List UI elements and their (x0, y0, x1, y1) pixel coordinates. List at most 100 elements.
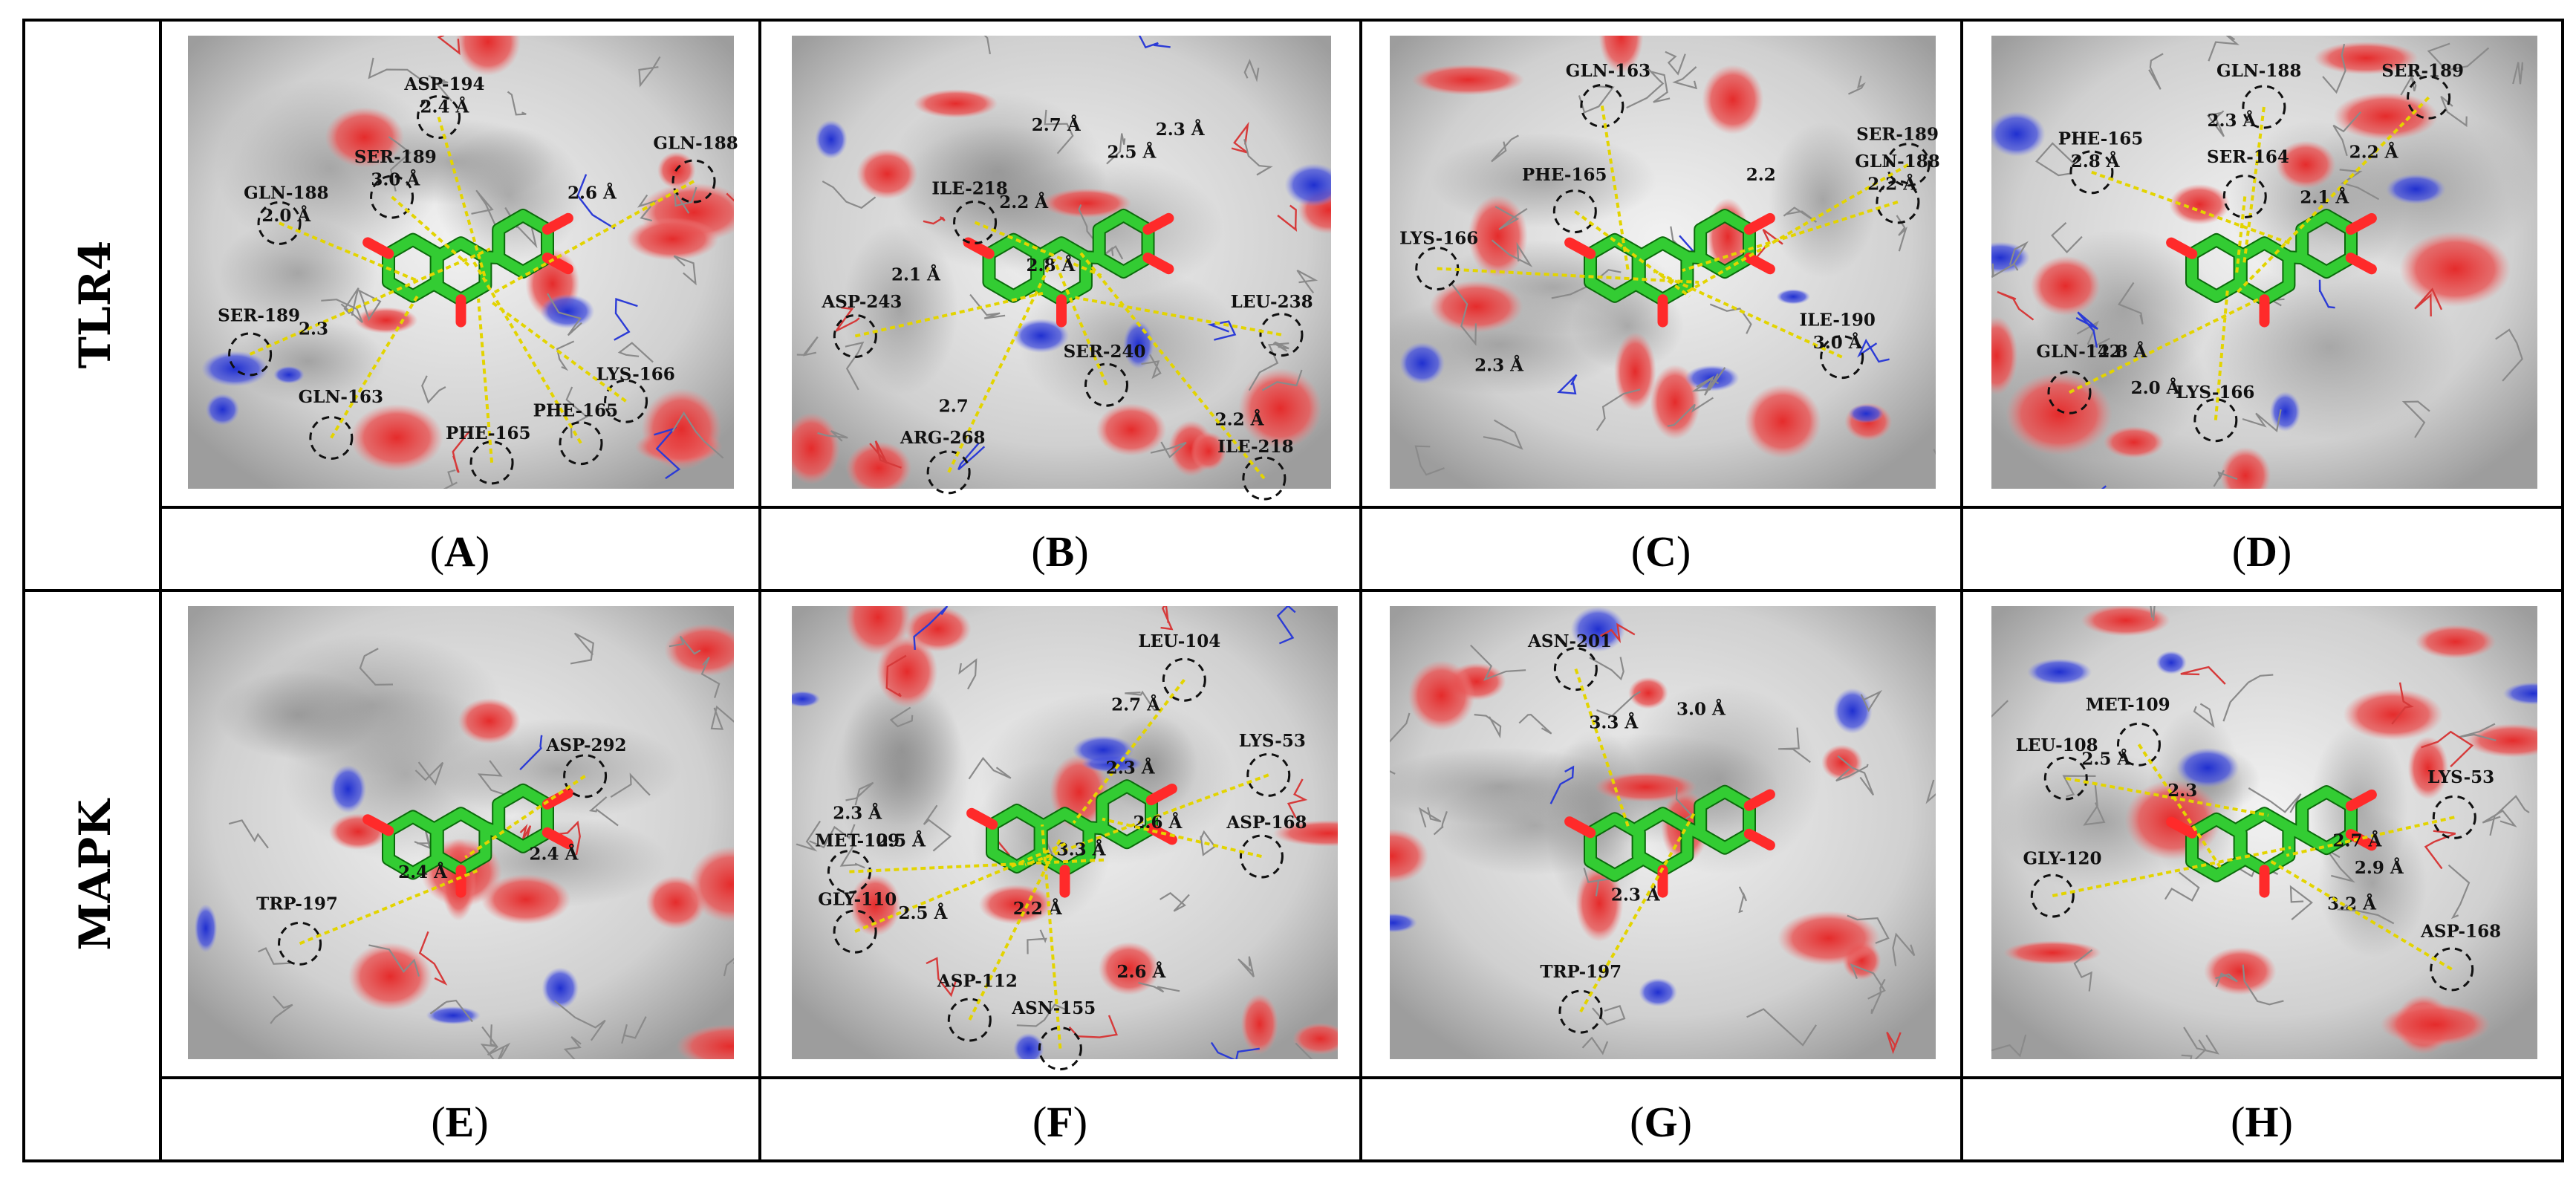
residue-sidechain (1651, 71, 1671, 103)
residue-sidechain (1272, 341, 1289, 352)
oxygen-surface-patch (2005, 372, 2112, 456)
residue-sidechain (1494, 206, 1528, 230)
residue-sidechain (1159, 892, 1190, 912)
residue-sidechain (2150, 606, 2156, 621)
residue-sidechain (2495, 328, 2523, 382)
residue-label: SER-189 (1856, 124, 1939, 144)
residue-sidechain (1626, 63, 1665, 109)
residue-sidechain (414, 761, 444, 786)
binding-residue-ring (228, 332, 273, 377)
residue-sidechain (621, 1016, 647, 1044)
binding-residue-ring (947, 998, 992, 1042)
residue-label: ILE-218 (931, 179, 1007, 199)
residue-sidechain (958, 658, 978, 690)
residue-sidechain (1044, 109, 1074, 154)
residue-sidechain (1892, 932, 1916, 966)
residue-sidechain (1991, 263, 2015, 279)
binding-residue-ring (1886, 143, 1931, 187)
ligand-oxygen (966, 807, 998, 830)
bond-distance-label: 2.6 Å (1133, 813, 1183, 833)
residue-sidechain (923, 216, 946, 225)
nitrogen-surface-patch (2026, 658, 2092, 686)
residue-label: ASN-201 (1527, 631, 1612, 651)
ligand-oxygen (2345, 789, 2377, 812)
residue-label: ILE-190 (1799, 310, 1875, 330)
hydrogen-bond (1653, 270, 1843, 359)
nitrogen-surface-patch (1848, 404, 1884, 423)
nitrogen-surface-patch (1832, 688, 1873, 735)
surface-cavity (1571, 281, 1685, 371)
residue-sidechain (570, 632, 594, 665)
residue-sidechain (2164, 871, 2200, 902)
residue-sidechain (2051, 221, 2083, 254)
residue-sidechain (2391, 682, 2414, 725)
residue-label: SER-189 (354, 147, 437, 167)
hydrogen-bond (2065, 776, 2269, 817)
residue-sidechain (1835, 764, 1869, 782)
residue-sidechain (1578, 85, 1615, 114)
hydrogen-bond (279, 221, 420, 283)
residue-sidechain (637, 194, 657, 222)
residue-sidechain (480, 1024, 497, 1059)
residue-sidechain (2101, 485, 2107, 489)
nitrogen-surface-patch (814, 120, 848, 159)
residue-sidechain (1414, 445, 1445, 476)
residue-sidechain (1491, 239, 1533, 267)
hydrogen-bond (854, 842, 1067, 933)
residue-label: SER-189 (218, 305, 300, 325)
binding-residue-ring (559, 421, 603, 466)
oxygen-surface-patch (348, 942, 433, 1011)
nitrogen-surface-patch (1639, 977, 1677, 1007)
residue-sidechain (2075, 311, 2098, 348)
residue-sidechain (2318, 279, 2335, 309)
surface-cavity (834, 685, 970, 868)
bond-distance-label: 2.7 Å (1032, 115, 1082, 135)
ligand-stick-model (2166, 785, 2377, 898)
binding-residue-ring (469, 440, 514, 485)
hydrogen-bond (2235, 196, 2247, 275)
oxygen-surface-patch (1292, 1023, 1338, 1055)
residue-sidechain (1991, 700, 2009, 718)
residue-sidechain (1418, 807, 1442, 828)
residue-sidechain (452, 430, 470, 473)
residue-sidechain (443, 469, 458, 489)
residue-sidechain (723, 957, 734, 977)
oxygen-surface-patch (641, 388, 722, 470)
oxygen-surface-patch (2380, 1003, 2491, 1047)
bond-distance-label: 2.1 Å (2300, 188, 2349, 208)
oxygen-surface-patch (1191, 432, 1227, 471)
binding-residue-ring (604, 379, 648, 423)
oxygen-surface-patch (1613, 331, 1656, 411)
bond-distance-label: 3.2 Å (2327, 894, 2377, 914)
residue-label: GLY-110 (818, 890, 897, 910)
residue-sidechain (2427, 42, 2490, 71)
residue-sidechain (1857, 338, 1890, 363)
panel-label-a: (A) (430, 527, 490, 576)
residue-sidechain (654, 426, 681, 480)
binding-residue-ring (926, 450, 971, 495)
residue-sidechain (1848, 75, 1866, 95)
bond-distance-label: 2.6 Å (1116, 962, 1166, 982)
ligand-stick-model (966, 779, 1177, 898)
binding-residue-ring (257, 201, 302, 245)
oxygen-surface-patch (978, 884, 1054, 925)
nitrogen-surface-patch (1013, 1032, 1044, 1059)
oxygen-surface-patch (2407, 736, 2449, 800)
ligand-oxygen (1743, 789, 1775, 811)
oxygen-surface-patch (2313, 41, 2419, 75)
residue-sidechain (957, 442, 986, 471)
residue-label: GLN-142 (2036, 342, 2121, 362)
docking-image-g: ASN-201 3.3 Å 3.0 Å 2.3 Å TRP-197 (1390, 606, 1936, 1059)
nitrogen-surface-patch (273, 365, 305, 384)
oxygen-surface-patch (2415, 624, 2497, 659)
residue-label: PHE-165 (533, 400, 619, 420)
residue-sidechain (2424, 830, 2456, 870)
residue-label: ASP-112 (937, 971, 1018, 991)
residue-sidechain (2482, 810, 2517, 827)
hydrogen-bond (1579, 813, 1696, 1013)
binding-residue-ring (2030, 873, 2075, 918)
residue-sidechain (923, 804, 952, 852)
hydrogen-bond (1600, 105, 1630, 270)
residue-sidechain (1125, 690, 1156, 712)
